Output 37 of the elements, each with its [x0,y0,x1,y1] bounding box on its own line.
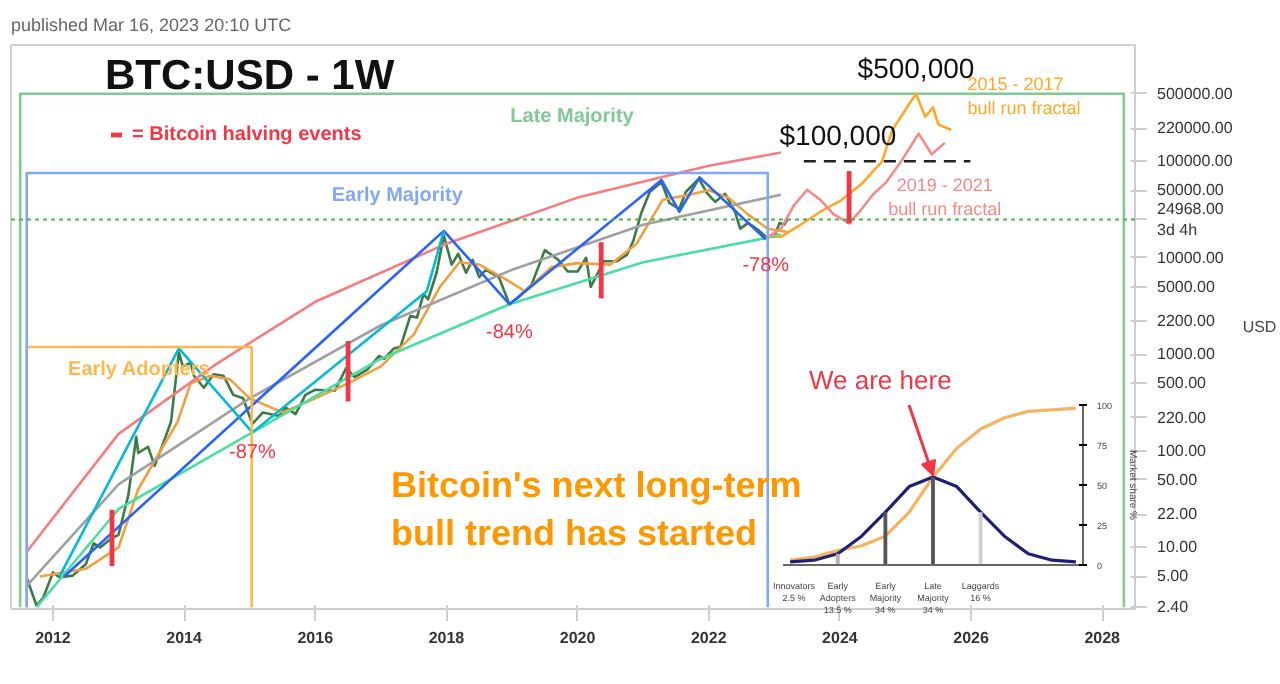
y-axis-title: USD [1242,318,1277,336]
y-tick-label: 1000.00 [1157,345,1216,364]
y-tick-label: 220.00 [1157,408,1208,427]
y-tick-label: 5.00 [1157,567,1190,586]
legend-label: = Bitcoin halving events [132,123,362,145]
y-tick-label: 50000.00 [1157,181,1225,200]
x-tick-label: 2026 [953,629,990,647]
series-label: Early Majority [331,185,464,208]
y-tick-label: 100000.00 [1157,152,1234,171]
y-tick-label: 500000.00 [1157,84,1234,103]
y-tick-label: 10.00 [1157,538,1199,557]
y-tick-label: 22.00 [1157,505,1199,524]
series-label: Late Majority [510,105,635,128]
x-tick-label: 2028 [1084,629,1122,647]
x-tick-label: 2012 [35,629,72,647]
x-tick-label: 2018 [428,629,466,647]
ref-line-label: 24968.00 3d 4h [1157,199,1225,240]
annotation: We are here [809,365,952,395]
x-tick-label: 2014 [166,629,204,647]
y-tick-label: 500.00 [1157,374,1208,393]
chart-subtitle: published Mar 16, 2023 20:10 UTC [11,15,293,35]
y-tick-label: 50.00 [1157,470,1199,489]
series-label: 2019 - 2021 bull run fractal [888,174,1002,219]
y-tick-label: 10000.00 [1157,248,1225,267]
annotation: Bitcoin's next long-term bull trend has started [391,465,802,553]
x-tick-label: 2020 [559,629,597,647]
chart-title: BTC:USD - 1W [105,53,395,99]
annotation: $500,000 [857,51,975,84]
x-tick-label: 2024 [822,629,859,647]
y-tick-label: 100.00 [1157,441,1208,460]
x-tick-label: 2022 [690,629,728,647]
annotation: -84% [486,322,533,345]
y-tick-label: 2200.00 [1157,312,1216,331]
y-tick-label: 2.40 [1157,598,1190,617]
x-tick-label: 2016 [297,629,335,647]
y-tick-label: 5000.00 [1157,277,1216,296]
y-tick-label: 220000.00 [1157,119,1234,138]
